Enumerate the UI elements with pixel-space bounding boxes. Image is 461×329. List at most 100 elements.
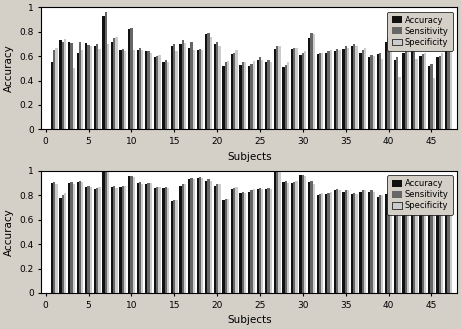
- Bar: [53, 182, 55, 293]
- Bar: [325, 53, 327, 129]
- Bar: [141, 184, 143, 293]
- Bar: [330, 192, 332, 293]
- Bar: [62, 195, 64, 293]
- Bar: [385, 194, 387, 293]
- Bar: [239, 65, 242, 129]
- Bar: [422, 192, 424, 293]
- Bar: [190, 178, 193, 293]
- Bar: [113, 186, 115, 293]
- Bar: [276, 171, 278, 293]
- Bar: [447, 188, 449, 293]
- Bar: [70, 182, 73, 293]
- Bar: [351, 194, 353, 293]
- Bar: [344, 46, 347, 129]
- Bar: [319, 53, 321, 129]
- Bar: [133, 177, 135, 293]
- Bar: [124, 186, 126, 293]
- Bar: [196, 178, 199, 293]
- Bar: [122, 186, 124, 293]
- Bar: [214, 186, 216, 293]
- Bar: [439, 56, 441, 129]
- Bar: [291, 49, 293, 129]
- Bar: [342, 192, 344, 293]
- Bar: [81, 50, 83, 129]
- Bar: [145, 184, 148, 293]
- Bar: [244, 193, 246, 293]
- Bar: [259, 57, 261, 129]
- Bar: [398, 178, 401, 293]
- Bar: [162, 188, 165, 293]
- Bar: [394, 60, 396, 129]
- Bar: [370, 55, 372, 129]
- Bar: [424, 53, 426, 129]
- Bar: [242, 192, 244, 293]
- Bar: [415, 59, 418, 129]
- Bar: [402, 177, 405, 293]
- Bar: [364, 190, 366, 293]
- Bar: [158, 55, 160, 129]
- Bar: [253, 189, 255, 293]
- Bar: [171, 201, 173, 293]
- Bar: [445, 189, 447, 293]
- Bar: [59, 40, 62, 129]
- Bar: [222, 200, 225, 293]
- Bar: [317, 54, 319, 129]
- Bar: [105, 12, 107, 129]
- Bar: [313, 34, 315, 129]
- Bar: [415, 186, 418, 293]
- Bar: [338, 190, 341, 293]
- Bar: [96, 44, 98, 129]
- Bar: [196, 50, 199, 129]
- Bar: [173, 44, 176, 129]
- Bar: [210, 37, 212, 129]
- Bar: [225, 199, 227, 293]
- Bar: [402, 53, 405, 129]
- Bar: [362, 190, 364, 293]
- Bar: [219, 184, 221, 293]
- Bar: [413, 27, 415, 129]
- Bar: [73, 184, 75, 293]
- Bar: [205, 181, 207, 293]
- Bar: [222, 66, 225, 129]
- Bar: [68, 183, 70, 293]
- Bar: [94, 46, 96, 129]
- Bar: [201, 50, 203, 129]
- Bar: [430, 186, 432, 293]
- Bar: [231, 189, 233, 293]
- Bar: [102, 16, 105, 129]
- Bar: [205, 34, 207, 129]
- Bar: [225, 62, 227, 129]
- Bar: [107, 172, 109, 293]
- Bar: [381, 59, 384, 129]
- Bar: [296, 48, 298, 129]
- Bar: [441, 53, 443, 129]
- Bar: [115, 188, 118, 293]
- Bar: [214, 44, 216, 129]
- Bar: [88, 45, 90, 129]
- Bar: [420, 193, 422, 293]
- Bar: [422, 54, 424, 129]
- X-axis label: Subjects: Subjects: [227, 315, 272, 325]
- Bar: [351, 46, 353, 129]
- Bar: [336, 49, 338, 129]
- Bar: [90, 46, 92, 129]
- Bar: [287, 62, 289, 129]
- Bar: [158, 187, 160, 293]
- Bar: [98, 49, 100, 129]
- Bar: [81, 182, 83, 293]
- Bar: [437, 57, 439, 129]
- Bar: [270, 189, 272, 293]
- Bar: [299, 175, 301, 293]
- Bar: [334, 190, 336, 293]
- Bar: [51, 62, 53, 129]
- Bar: [162, 62, 165, 129]
- Bar: [347, 190, 349, 293]
- Bar: [139, 182, 141, 293]
- Bar: [77, 182, 79, 293]
- Bar: [321, 193, 324, 293]
- Bar: [336, 189, 338, 293]
- Bar: [325, 194, 327, 293]
- Bar: [432, 78, 435, 129]
- Bar: [201, 178, 203, 293]
- Bar: [193, 179, 195, 293]
